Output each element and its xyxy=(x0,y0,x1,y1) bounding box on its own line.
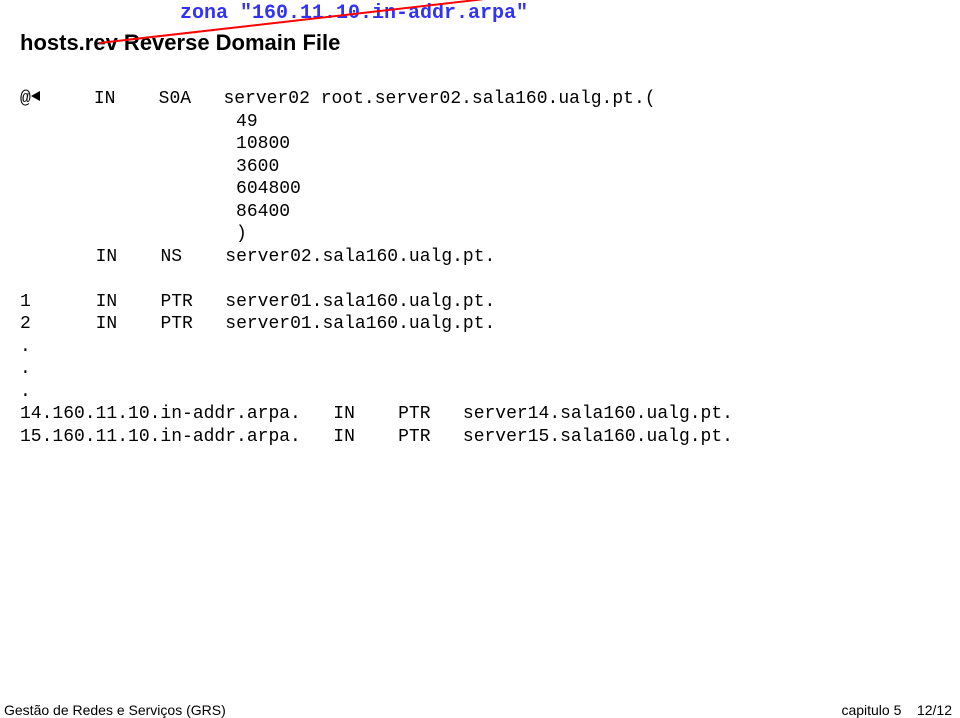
footer-right: capitulo 5 12/12 xyxy=(841,702,952,718)
ptr1-val: server01.sala160.ualg.pt. xyxy=(225,292,495,312)
dns-zone-file: @ IN S0A server02 root.server02.sala160.… xyxy=(20,88,733,448)
ptr3-class: IN xyxy=(333,404,355,424)
footer-page: 12/12 xyxy=(917,702,952,718)
ptr2-name: 2 xyxy=(20,314,31,334)
soa-refresh: 10800 xyxy=(236,134,290,154)
footer-chapter: capitulo 5 xyxy=(841,702,901,718)
ptr2-type: PTR xyxy=(160,314,192,334)
soa-rname: root.server02.sala160.ualg.pt.( xyxy=(321,89,656,109)
ptr3-val: server14.sala160.ualg.pt. xyxy=(463,404,733,424)
ptr4-val: server15.sala160.ualg.pt. xyxy=(463,427,733,447)
footer-left: Gestão de Redes e Serviços (GRS) xyxy=(4,702,226,718)
ptr1-type: PTR xyxy=(160,292,192,312)
ns-class: IN xyxy=(96,247,118,267)
soa-close: ) xyxy=(236,224,247,244)
arrow-marker xyxy=(31,91,40,101)
ptr1-name: 1 xyxy=(20,292,31,312)
ns-value: server02.sala160.ualg.pt. xyxy=(225,247,495,267)
ptr1-class: IN xyxy=(96,292,118,312)
ptr3-type: PTR xyxy=(398,404,430,424)
soa-expire: 604800 xyxy=(236,179,301,199)
soa-class: IN xyxy=(94,89,116,109)
ptr2-val: server01.sala160.ualg.pt. xyxy=(225,314,495,334)
soa-minimum: 86400 xyxy=(236,202,290,222)
ptr4-class: IN xyxy=(333,427,355,447)
ptr4-type: PTR xyxy=(398,427,430,447)
ptr2-class: IN xyxy=(96,314,118,334)
ptr4-name: 15.160.11.10.in-addr.arpa. xyxy=(20,427,301,447)
soa-type: S0A xyxy=(159,89,191,109)
soa-retry: 3600 xyxy=(236,157,279,177)
soa-mname: server02 xyxy=(223,89,309,109)
ptr3-name: 14.160.11.10.in-addr.arpa. xyxy=(20,404,301,424)
soa-at: @ xyxy=(20,89,31,109)
soa-serial: 49 xyxy=(236,112,258,132)
ns-type: NS xyxy=(160,247,182,267)
